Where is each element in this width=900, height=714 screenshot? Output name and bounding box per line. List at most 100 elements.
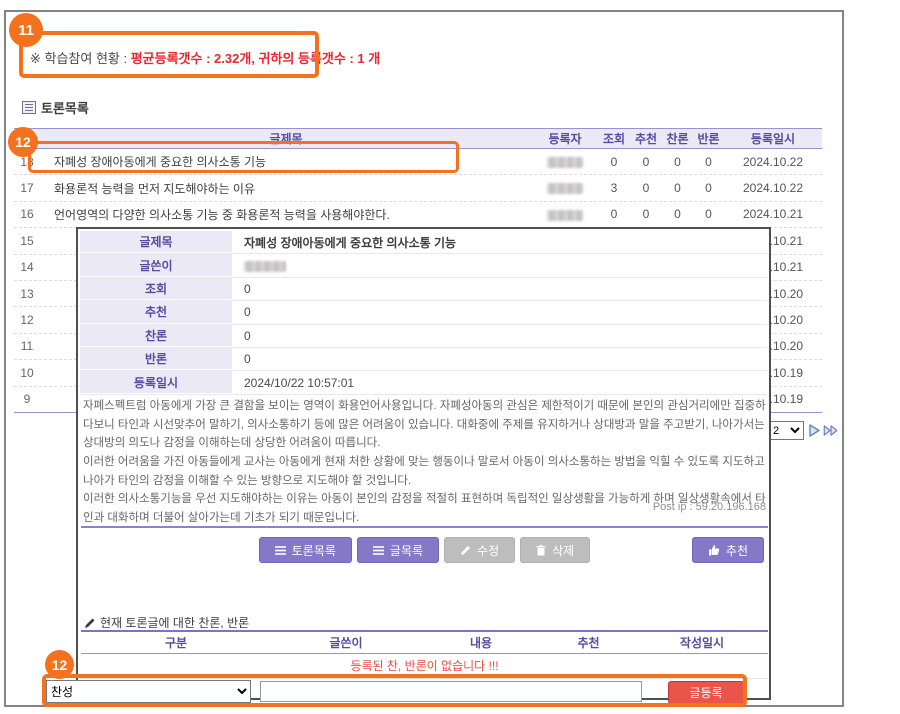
comments-title-label: 현재 토론글에 대한 찬론, 반론 bbox=[100, 616, 250, 630]
participation-highlight: 평균등록갯수 : 2.32개, 귀하의 등록갯수 : 1 개 bbox=[130, 51, 381, 66]
row-title-link[interactable]: 화용론적 능력을 먼저 지도해야하는 이유 bbox=[54, 181, 256, 196]
detail-fields: 글제목 자폐성 장애아동에게 중요한 의사소통 기능 글쓴이 조회 0 추천 0… bbox=[80, 231, 767, 395]
post-list-button[interactable]: 글목록 bbox=[356, 537, 440, 563]
field-value: 0 bbox=[244, 281, 251, 296]
action-button-group: 토론목록 글목록 수정 삭제 bbox=[81, 537, 768, 563]
col-title: 글제목 bbox=[269, 132, 303, 146]
row-title-link[interactable]: 자폐성 장애아동에게 중요한 의사소통 기능 bbox=[54, 155, 267, 170]
discussion-list-label: 토론목록 bbox=[291, 543, 336, 558]
next-page-icon[interactable] bbox=[808, 422, 824, 438]
discussion-list-button[interactable]: 토론목록 bbox=[258, 537, 352, 563]
field-label: 등록일시 bbox=[80, 371, 232, 394]
post-list-label: 글목록 bbox=[389, 543, 424, 558]
comments-table-header: 구분 글쓴이 내용 추천 작성일시 bbox=[81, 630, 768, 654]
edit-label: 수정 bbox=[477, 543, 500, 558]
row-pro: 0 bbox=[674, 154, 681, 169]
field-value bbox=[232, 259, 767, 273]
comment-text-input[interactable] bbox=[260, 681, 642, 702]
row-number: 13 bbox=[20, 286, 34, 301]
list-icon bbox=[372, 545, 384, 555]
field-row-con: 반론 0 bbox=[80, 347, 767, 372]
row-title-link[interactable]: 언어영역의 다양한 의사소통 기능 중 화용론적 능력을 사용해야한다. bbox=[54, 207, 390, 222]
row-con: 0 bbox=[705, 207, 712, 222]
discussion-table-header: 글제목 등록자 조회 추천 찬론 반론 등록일시 bbox=[14, 128, 822, 149]
row-number: 14 bbox=[20, 260, 34, 275]
col-likes: 추천 bbox=[634, 132, 658, 146]
col-registrant: 등록자 bbox=[548, 132, 582, 146]
pencil-icon bbox=[84, 617, 96, 629]
row-date: 2024.10.22 bbox=[742, 154, 804, 169]
row-number: 12 bbox=[20, 313, 34, 328]
row-number: 10 bbox=[20, 365, 34, 380]
field-label: 글쓴이 bbox=[80, 254, 232, 277]
pencil-icon bbox=[460, 545, 471, 556]
row-con: 0 bbox=[705, 181, 712, 196]
row-views: 0 bbox=[610, 207, 618, 222]
field-label: 반론 bbox=[80, 347, 232, 371]
row-date: 2024.10.22 bbox=[742, 181, 804, 196]
row-registrant bbox=[532, 207, 598, 221]
action-buttons: 토론목록 글목록 수정 삭제 추천 bbox=[81, 537, 768, 564]
row-number: 15 bbox=[20, 233, 34, 248]
trash-icon bbox=[536, 544, 546, 556]
row-number: 11 bbox=[20, 339, 34, 354]
comment-type-select[interactable]: 찬성 bbox=[46, 680, 251, 703]
row-likes: 0 bbox=[642, 154, 650, 169]
field-label: 추천 bbox=[80, 301, 232, 324]
recommend-button[interactable]: 추천 bbox=[691, 537, 764, 563]
board-title-label: 토론목록 bbox=[41, 101, 89, 116]
registrant-masked bbox=[547, 183, 583, 195]
row-date: 2024.10.21 bbox=[742, 207, 804, 222]
table-row[interactable]: 17 화용론적 능력을 먼저 지도해야하는 이유 3 0 0 0 2024.10… bbox=[14, 175, 822, 202]
board-section-title: 토론목록 bbox=[22, 98, 89, 117]
row-views: 0 bbox=[610, 154, 618, 169]
field-row-title: 글제목 자폐성 장애아동에게 중요한 의사소통 기능 bbox=[80, 231, 767, 255]
ccol-likes: 추천 bbox=[577, 636, 600, 650]
list-board-icon bbox=[22, 101, 36, 114]
author-masked bbox=[244, 260, 286, 272]
field-label: 조회 bbox=[80, 277, 232, 301]
field-value: 2024/10/22 10:57:01 bbox=[244, 375, 355, 390]
field-label: 찬론 bbox=[80, 324, 232, 347]
field-row-pro: 찬론 0 bbox=[80, 324, 767, 348]
list-icon bbox=[274, 545, 286, 555]
row-views: 3 bbox=[610, 181, 618, 196]
comment-submit-button[interactable]: 글등록 bbox=[668, 681, 744, 704]
delete-button[interactable]: 삭제 bbox=[520, 537, 591, 563]
ccol-type: 구분 bbox=[164, 636, 188, 650]
registrant-masked bbox=[547, 157, 583, 169]
comments-empty-message: 등록된 찬, 반론이 없습니다 !!! bbox=[81, 654, 768, 679]
col-date: 등록일시 bbox=[750, 132, 796, 146]
divider bbox=[81, 526, 768, 528]
participation-prefix: ※ 학습참여 현황 : bbox=[30, 51, 131, 66]
row-number: 17 bbox=[20, 181, 34, 196]
field-row-date: 등록일시 2024/10/22 10:57:01 bbox=[80, 371, 767, 395]
field-label: 글제목 bbox=[80, 231, 232, 254]
field-row-likes: 추천 0 bbox=[80, 301, 767, 325]
delete-label: 삭제 bbox=[552, 543, 575, 558]
table-row[interactable]: 16 언어영역의 다양한 의사소통 기능 중 화용론적 능력을 사용해야한다. … bbox=[14, 202, 822, 229]
row-number: 18 bbox=[20, 154, 34, 169]
discussion-detail-panel: 글제목 자폐성 장애아동에게 중요한 의사소통 기능 글쓴이 조회 0 추천 0… bbox=[76, 227, 771, 700]
row-pro: 0 bbox=[674, 181, 681, 196]
col-views: 조회 bbox=[602, 132, 626, 146]
ccol-date: 작성일시 bbox=[679, 636, 725, 650]
comments-section-title: 현재 토론글에 대한 찬론, 반론 bbox=[84, 614, 249, 631]
ccol-author: 글쓴이 bbox=[329, 636, 363, 650]
comments-table: 구분 글쓴이 내용 추천 작성일시 등록된 찬, 반론이 없습니다 !!! bbox=[81, 630, 768, 679]
row-con: 0 bbox=[705, 154, 712, 169]
annotation-badge-12-form: 12 bbox=[45, 650, 74, 679]
thumbs-up-icon bbox=[708, 544, 720, 556]
table-row[interactable]: 18 자폐성 장애아동에게 중요한 의사소통 기능 0 0 0 0 2024.1… bbox=[14, 149, 822, 176]
last-page-icon[interactable] bbox=[823, 422, 839, 438]
annotation-badge-11: 11 bbox=[9, 13, 43, 47]
field-value: 0 bbox=[244, 328, 251, 343]
field-row-views: 조회 0 bbox=[80, 277, 767, 302]
edit-button[interactable]: 수정 bbox=[444, 537, 516, 563]
participation-status: ※ 학습참여 현황 : 평균등록갯수 : 2.32개, 귀하의 등록갯수 : 1… bbox=[30, 48, 380, 67]
registrant-masked bbox=[547, 209, 583, 221]
post-body: 자폐스펙트럼 아동에게 가장 큰 결함을 보이는 영역이 화용언어사용입니다. … bbox=[83, 400, 766, 524]
page-select[interactable]: 2 bbox=[768, 421, 804, 440]
annotation-badge-12-row: 12 bbox=[8, 127, 38, 157]
